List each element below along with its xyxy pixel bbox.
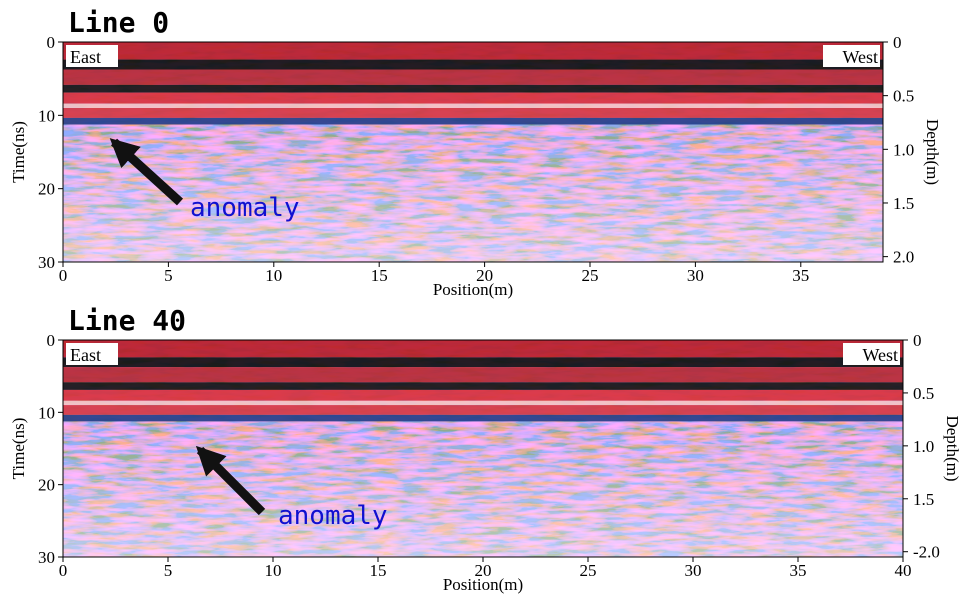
reflector-band [63,389,903,401]
annotation-arrow [109,138,184,206]
chart-title: Line 40 [68,304,186,337]
reflector-band [63,405,903,415]
y2-axis-label: Depth(m) [923,119,942,185]
reflector-band [63,59,883,70]
y2-tick-label: 0 [893,33,902,52]
reflector-band [63,84,883,93]
reflector-band [63,42,883,60]
annotation-arrow [195,445,266,516]
y-tick-label: 0 [47,33,56,52]
chart-title: Line 0 [68,6,169,39]
west-label: West [862,345,898,365]
y-tick-label: 30 [38,548,55,567]
y2-axis-label: Depth(m) [943,415,960,481]
west-box [823,45,880,67]
y-tick-label: 20 [38,180,55,199]
x-tick-label: 40 [895,561,912,580]
y2-tick-label: 1.0 [913,437,934,456]
y-axis-label: Time(ns) [9,418,28,480]
y-tick-label: 20 [38,476,55,495]
x-tick-label: 35 [792,266,809,285]
x-tick-label: 25 [581,266,598,285]
y2-tick-label: 0.5 [893,87,914,106]
east-label: East [70,345,101,365]
x-tick-label: 20 [476,266,493,285]
radargram [62,339,904,558]
y2-tick-label: -2.0 [913,543,940,562]
x-tick-label: 10 [265,266,282,285]
reflector-band [63,92,883,104]
x-tick-label: 15 [371,266,388,285]
x-tick-label: 0 [59,266,68,285]
west-label: West [842,47,878,67]
reflector-band [63,108,883,118]
y2-tick-label: 0.5 [913,384,934,403]
x-axis-label: Position(m) [433,280,513,299]
x-tick-label: 30 [687,266,704,285]
y-axis-label: Time(ns) [9,121,28,183]
radargram [62,41,884,263]
y2-tick-label: 1.0 [893,140,914,159]
x-tick-label: 0 [59,561,68,580]
x-tick-label: 15 [370,561,387,580]
reflector-band [63,340,903,358]
x-tick-label: 5 [164,266,173,285]
y-tick-label: 30 [38,253,55,272]
reflector-band [63,117,883,125]
reflector-band [63,400,903,406]
west-box [843,343,900,365]
annotation: anomaly [190,193,300,223]
y2-tick-label: 1.5 [893,194,914,213]
y2-tick-label: 2.0 [893,248,914,267]
y-tick-label: 10 [38,106,55,125]
y2-tick-label: 1.5 [913,490,934,509]
reflector-band [63,69,883,85]
east-box [66,343,118,365]
frame [62,41,884,263]
y2-tick-label: 0 [913,331,922,350]
east-box [66,45,118,67]
x-tick-label: 25 [580,561,597,580]
reflector-band [63,357,903,368]
reflector-band [63,367,903,383]
annotation: anomaly [278,501,388,531]
x-axis-label: Position(m) [443,575,523,594]
reflector-band [63,103,883,108]
east-label: East [70,47,101,67]
y-tick-label: 0 [47,331,56,350]
x-tick-label: 20 [475,561,492,580]
x-tick-label: 10 [265,561,282,580]
reflector-band [63,382,903,390]
x-tick-label: 30 [685,561,702,580]
reflector-band [63,414,903,422]
y-tick-label: 10 [38,403,55,422]
x-tick-label: 35 [790,561,807,580]
x-tick-label: 5 [164,561,173,580]
